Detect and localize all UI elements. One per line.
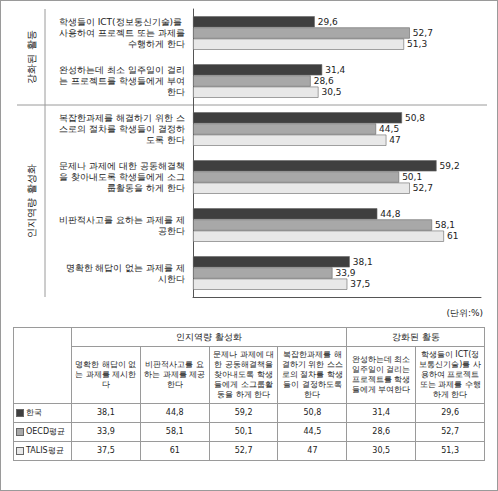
svg-text:33,9: 33,9: [335, 268, 355, 278]
svg-text:58,1: 58,1: [435, 220, 455, 230]
html-text:61: 61: [169, 446, 180, 455]
svg-text:문제나 과제에 대한 공동해결책: 문제나 과제에 대한 공동해결책: [59, 161, 185, 171]
html-text:44,8: 44,8: [165, 408, 184, 417]
html-text:58,1: 58,1: [165, 427, 184, 436]
svg-text:학생들이 ICT(정보통신기술)를: 학생들이 ICT(정보통신기술)를: [59, 17, 185, 27]
svg-text:31,4: 31,4: [325, 65, 345, 75]
html-text:문제나 과제에 대한 공동해결책을 찾아내도록 학생들에게: 문제나 과제에 대한 공동해결책을 찾아내도록 학생들에게 소그룹활동을 하게 …: [213, 350, 275, 399]
html-text:51,3: 51,3: [441, 446, 459, 455]
svg-text:52,7: 52,7: [413, 28, 433, 38]
html-text:29,6: 29,6: [441, 408, 459, 417]
html-text:학생들이 ICT(정보통신기술)를 사용하여 프로젝트 또는: 학생들이 ICT(정보통신기술)를 사용하여 프로젝트 또는 과제를 수행하게 …: [419, 350, 481, 399]
svg-text:44,8: 44,8: [380, 209, 400, 219]
svg-text:30,5: 30,5: [321, 87, 341, 97]
svg-text:인지역량 활성화: 인지역량 활성화: [26, 164, 37, 237]
svg-text:38,1: 38,1: [353, 257, 373, 267]
svg-text:도록 한다: 도록 한다: [146, 135, 185, 145]
svg-text:37,5: 37,5: [350, 279, 370, 289]
svg-text:수행하게 한다: 수행하게 한다: [125, 39, 185, 49]
svg-text:시한다: 시한다: [158, 274, 185, 284]
svg-text:완성하는데 최소 일주일이 걸리: 완성하는데 최소 일주일이 걸리: [59, 65, 185, 75]
html-text:52,7: 52,7: [441, 427, 459, 436]
html-text:50,8: 50,8: [303, 408, 322, 417]
html-text:38,1: 38,1: [97, 408, 115, 417]
svg-text:비판적사고를 요하는 과제를 제: 비판적사고를 요하는 과제를 제: [59, 215, 185, 225]
html-text:47: 47: [307, 446, 318, 455]
html-text:인지역량 활성화: 인지역량 활성화: [176, 332, 243, 342]
html-text:30,5: 30,5: [372, 446, 391, 455]
svg-text:52,7: 52,7: [413, 183, 433, 193]
svg-text:61: 61: [447, 231, 458, 241]
svg-text:28,6: 28,6: [314, 76, 334, 86]
svg-text:44,5: 44,5: [379, 124, 399, 134]
svg-text:을 찾아내도록 학생들에게 소그: 을 찾아내도록 학생들에게 소그: [59, 172, 185, 182]
html-text:명확한 해답이 없는 과제를 제시한다: 명확한 해답이 없는 과제를 제시한다: [75, 360, 137, 389]
html-text:OECD평균: OECD평균: [26, 427, 66, 436]
svg-text:사용하여 프로젝트 또는 과제를: 사용하여 프로젝트 또는 과제를: [59, 28, 185, 38]
html-text:33,9: 33,9: [97, 427, 115, 436]
svg-text:50,8: 50,8: [405, 113, 425, 123]
svg-text:공한다: 공한다: [158, 226, 185, 236]
html-text:완성하는데 최소 일주일이 걸리는 프로젝트를 학생들에게: 완성하는데 최소 일주일이 걸리는 프로젝트를 학생들에게 부여한다: [352, 355, 411, 394]
svg-text:51,3: 51,3: [407, 39, 427, 49]
svg-text:는 프로젝트를 학생들에게 부여: 는 프로젝트를 학생들에게 부여: [59, 76, 185, 86]
svg-text:명확한 해답이 없는 과제를 제: 명확한 해답이 없는 과제를 제: [66, 263, 185, 273]
html-text:비판적사고를 요하는 과제를 제공한다: 비판적사고를 요하는 과제를 제공한다: [144, 360, 206, 389]
html-text:TALIS평균: TALIS평균: [26, 446, 64, 455]
svg-text:50,1: 50,1: [402, 172, 422, 182]
svg-text:스로의 절차를 학생들이 결정하: 스로의 절차를 학생들이 결정하: [59, 124, 185, 134]
html-text:52,7: 52,7: [234, 446, 253, 455]
svg-text:59,2: 59,2: [440, 161, 460, 171]
svg-text:(단위:%): (단위:%): [446, 308, 483, 318]
svg-text:복잡한과제를 해결하기 위한 스: 복잡한과제를 해결하기 위한 스: [59, 113, 185, 123]
html-text:한국: 한국: [26, 408, 42, 417]
svg-text:강화된 활동: 강화된 활동: [26, 30, 37, 83]
html-text:59,2: 59,2: [234, 408, 253, 417]
html-text:강화된 활동: 강화된 활동: [391, 332, 440, 342]
svg-text:룹활동을 하게 한다: 룹활동을 하게 한다: [107, 183, 185, 193]
html-text:복잡한과제를 해결하기 위한 스스로의 절차를 학생들이 결: 복잡한과제를 해결하기 위한 스스로의 절차를 학생들이 결정하도록 한다: [281, 350, 343, 399]
html-text:44,5: 44,5: [303, 427, 322, 436]
svg-text:29,6: 29,6: [318, 17, 338, 27]
svg-text:47: 47: [389, 135, 400, 145]
html-text:28,6: 28,6: [372, 427, 391, 436]
html-text:50,1: 50,1: [234, 427, 253, 436]
svg-text:한다: 한다: [167, 87, 185, 97]
html-text:31,4: 31,4: [372, 408, 391, 417]
html-text:37,5: 37,5: [97, 446, 115, 455]
